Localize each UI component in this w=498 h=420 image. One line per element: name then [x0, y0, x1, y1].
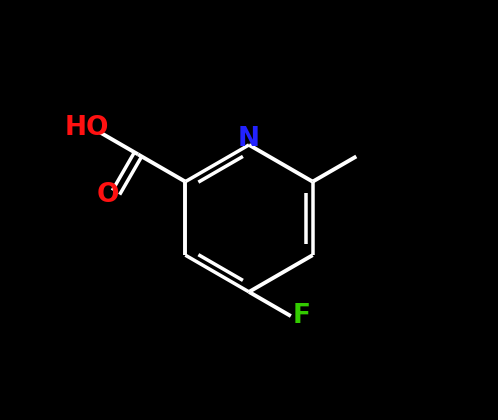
Text: HO: HO [65, 115, 110, 141]
Text: O: O [96, 181, 119, 207]
Text: N: N [238, 126, 260, 152]
Text: F: F [292, 303, 310, 329]
